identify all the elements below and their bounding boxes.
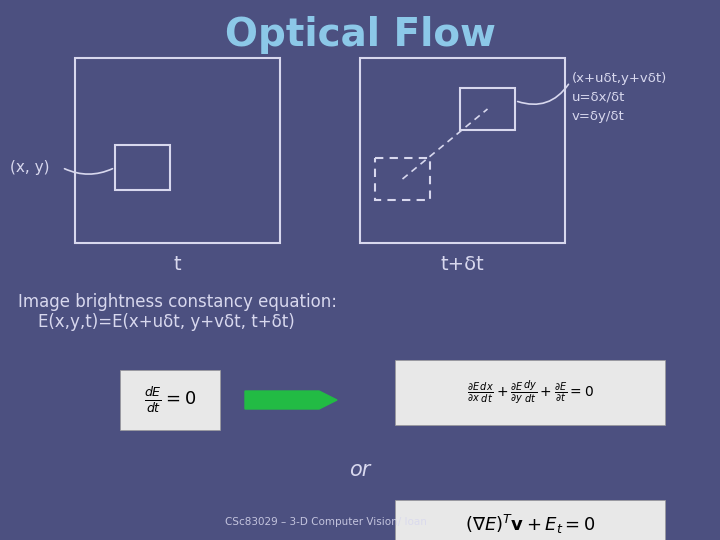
Text: Optical Flow: Optical Flow (225, 16, 495, 54)
Text: $(\nabla E)^T \mathbf{v} + E_t = 0$: $(\nabla E)^T \mathbf{v} + E_t = 0$ (464, 512, 595, 536)
Text: (x, y): (x, y) (10, 160, 50, 175)
Text: t+δt: t+δt (441, 255, 485, 274)
Text: CSc83029 – 3-D Computer Vision/ Ioan: CSc83029 – 3-D Computer Vision/ Ioan (225, 517, 427, 527)
Text: or: or (349, 460, 371, 480)
Bar (375, 158, 430, 200)
Bar (395, 500, 665, 540)
Text: $\frac{dE}{dt} = 0$: $\frac{dE}{dt} = 0$ (144, 385, 196, 415)
Bar (115, 145, 170, 190)
Bar (460, 88, 515, 130)
Text: (x+uδt,y+vδt)
u=δx/δt
v=δy/δt: (x+uδt,y+vδt) u=δx/δt v=δy/δt (572, 72, 667, 123)
Bar (360, 58, 565, 243)
Bar (120, 370, 220, 430)
Text: $\frac{\partial E}{\partial x}\frac{dx}{dt} + \frac{\partial E}{\partial y}\frac: $\frac{\partial E}{\partial x}\frac{dx}{… (467, 379, 593, 406)
Text: Image brightness constancy equation:: Image brightness constancy equation: (18, 293, 337, 311)
FancyArrow shape (245, 391, 337, 409)
Text: t: t (174, 255, 181, 274)
Text: E(x,y,t)=E(x+uδt, y+vδt, t+δt): E(x,y,t)=E(x+uδt, y+vδt, t+δt) (38, 313, 294, 331)
Bar (395, 360, 665, 425)
Bar (75, 58, 280, 243)
